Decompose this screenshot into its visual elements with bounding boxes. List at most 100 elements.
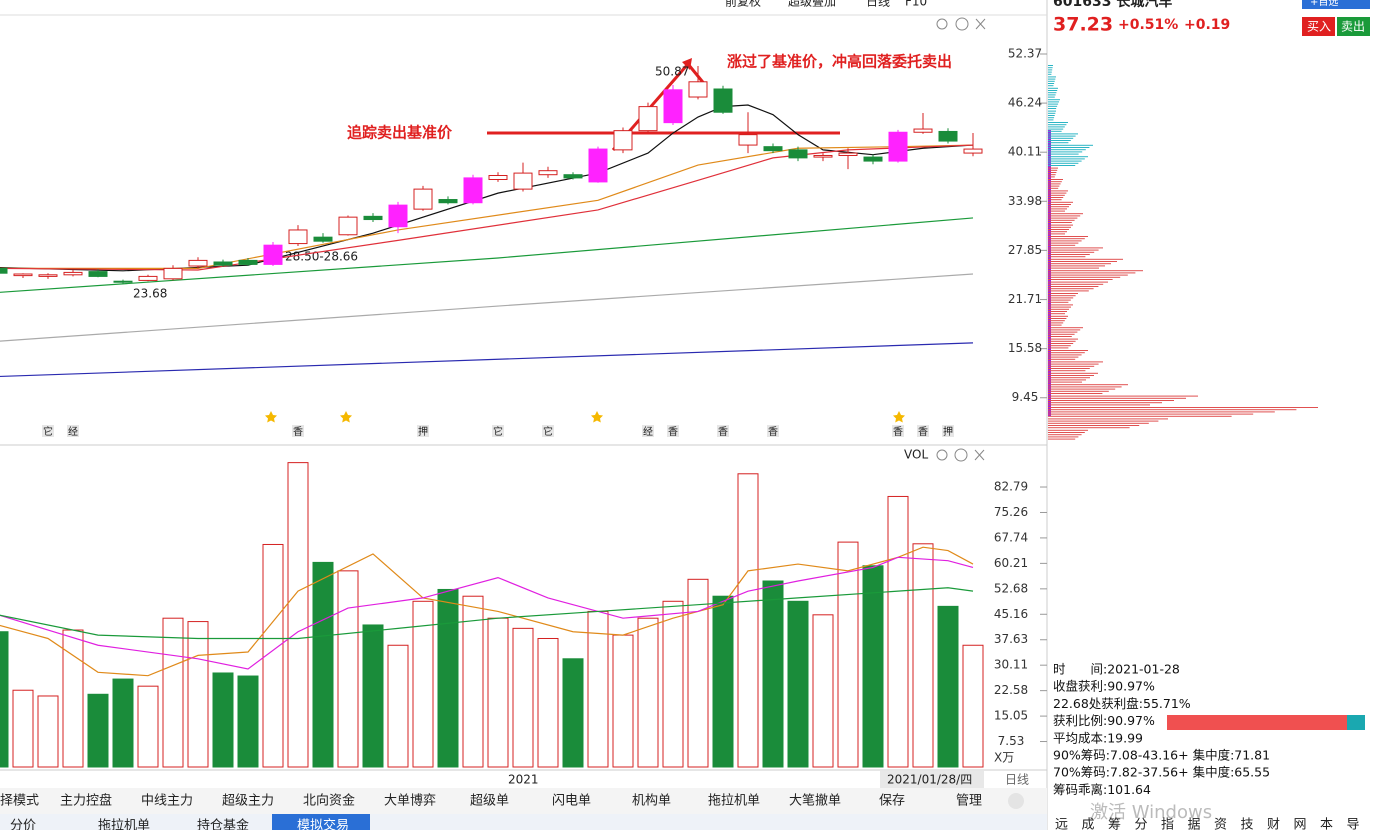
- candle-body: [513, 172, 533, 190]
- chip-bar: [1048, 137, 1074, 139]
- event-badge[interactable]: [292, 425, 304, 437]
- side-tab[interactable]: 导: [1347, 818, 1360, 830]
- event-label[interactable]: 香: [918, 426, 928, 438]
- event-label[interactable]: 香: [893, 426, 903, 438]
- sell-label[interactable]: 卖出: [1341, 20, 1365, 34]
- tab[interactable]: 拖拉机单: [708, 794, 760, 809]
- side-tab[interactable]: 指: [1161, 818, 1174, 830]
- event-label[interactable]: 香: [668, 426, 678, 438]
- chip-bar: [1048, 288, 1094, 290]
- panel-title: VOL: [904, 448, 928, 462]
- event-label[interactable]: 香: [718, 426, 728, 438]
- bottom-tab[interactable]: 拖拉机单: [98, 819, 150, 830]
- buy-label[interactable]: 买入: [1307, 20, 1331, 34]
- tab[interactable]: 管理: [956, 794, 982, 809]
- scroll-button[interactable]: [1008, 793, 1024, 809]
- volume-bar: [887, 495, 909, 768]
- watch-label[interactable]: +自选: [1310, 0, 1338, 8]
- y-tick-label: 15.05: [994, 709, 1028, 723]
- chip-bar: [1048, 306, 1071, 308]
- tab[interactable]: 超级单: [470, 794, 509, 809]
- side-tab[interactable]: 分: [1135, 818, 1148, 830]
- chip-bar: [1048, 331, 1078, 333]
- chip-bar: [1048, 267, 1099, 269]
- side-tab[interactable]: 资: [1214, 818, 1227, 830]
- side-tab[interactable]: 技: [1241, 818, 1254, 830]
- unit-label: X万: [994, 751, 1014, 765]
- event-label[interactable]: 香: [768, 426, 778, 438]
- tab[interactable]: 大单博弈: [384, 793, 436, 809]
- event-label[interactable]: 它: [493, 425, 503, 438]
- candle-body: [488, 174, 508, 181]
- chip-bar: [1048, 363, 1099, 365]
- event-label[interactable]: 它: [543, 425, 553, 438]
- event-label[interactable]: 它: [43, 425, 53, 438]
- chip-bar: [1048, 249, 1099, 251]
- tab[interactable]: 择模式: [0, 794, 39, 809]
- event-badge[interactable]: [42, 425, 54, 437]
- side-tab[interactable]: 本: [1320, 818, 1333, 830]
- bottom-tab[interactable]: 持仓基金: [197, 818, 249, 830]
- volume-bar: [87, 693, 109, 768]
- chip-bar: [1048, 347, 1069, 349]
- annotation: 28.50-28.66: [285, 250, 358, 264]
- event-badge[interactable]: [767, 425, 779, 437]
- event-badge[interactable]: [417, 425, 429, 437]
- candle-body: [563, 174, 583, 179]
- watch-button[interactable]: [1302, 0, 1370, 9]
- side-tab[interactable]: 成: [1082, 818, 1095, 830]
- tab[interactable]: 保存: [879, 794, 905, 809]
- event-label[interactable]: 经: [643, 425, 653, 438]
- tab[interactable]: 闪电单: [552, 794, 591, 809]
- event-badge[interactable]: [667, 425, 679, 437]
- event-badge[interactable]: [642, 425, 654, 437]
- chip-bar: [1048, 427, 1130, 429]
- side-tab[interactable]: 财: [1267, 818, 1280, 830]
- chip-bar: [1048, 388, 1116, 390]
- event-badge[interactable]: [542, 425, 554, 437]
- event-badge[interactable]: [67, 425, 79, 437]
- sell-button[interactable]: [1337, 17, 1370, 36]
- chip-bar: [1048, 213, 1083, 215]
- event-label[interactable]: 香: [293, 426, 303, 438]
- tab[interactable]: 中线主力: [141, 794, 193, 809]
- moving-average: [0, 273, 974, 342]
- bottom-tab[interactable]: 分价: [10, 819, 36, 830]
- volume-bar: [37, 695, 59, 768]
- candle-body: [938, 130, 958, 142]
- chip-bar: [1048, 322, 1064, 324]
- side-tab[interactable]: 网: [1294, 818, 1307, 830]
- chip-bar: [1048, 185, 1060, 187]
- side-tab[interactable]: 据: [1188, 818, 1201, 830]
- tab[interactable]: 北向资金: [303, 793, 355, 809]
- event-label[interactable]: 经: [68, 425, 78, 438]
- y-tick-label: 40.11: [1008, 145, 1042, 159]
- event-badge[interactable]: [917, 425, 929, 437]
- event-label[interactable]: 押: [418, 425, 428, 438]
- chip-bar: [1048, 197, 1064, 198]
- tab[interactable]: 超级主力: [222, 794, 274, 809]
- chip-bar: [1048, 315, 1068, 317]
- side-tab[interactable]: 远: [1055, 818, 1068, 830]
- toolbar-item[interactable]: 日线: [866, 0, 890, 9]
- bottom-tab[interactable]: 模拟交易: [297, 818, 349, 830]
- period-label: 日线: [1005, 773, 1029, 787]
- toolbar-item[interactable]: 超级叠加: [788, 0, 836, 9]
- side-tab[interactable]: 筹: [1108, 817, 1121, 830]
- event-badge[interactable]: [892, 425, 904, 437]
- toolbar-item[interactable]: F10: [905, 0, 927, 9]
- chip-bar: [1048, 311, 1067, 312]
- chip-bar: [1048, 236, 1088, 237]
- chip-bar: [1048, 217, 1078, 219]
- buy-button[interactable]: [1302, 17, 1335, 36]
- tab[interactable]: 主力控盘: [60, 793, 112, 809]
- event-badge[interactable]: [942, 425, 954, 437]
- chip-bar: [1048, 156, 1088, 158]
- tab[interactable]: 机构单: [632, 794, 671, 809]
- event-label[interactable]: 押: [943, 425, 953, 438]
- tab[interactable]: 大笔撤单: [789, 793, 841, 809]
- event-badge[interactable]: [492, 425, 504, 437]
- toolbar-item[interactable]: 前复权: [725, 0, 761, 9]
- chip-bar: [1048, 418, 1168, 420]
- event-badge[interactable]: [717, 425, 729, 437]
